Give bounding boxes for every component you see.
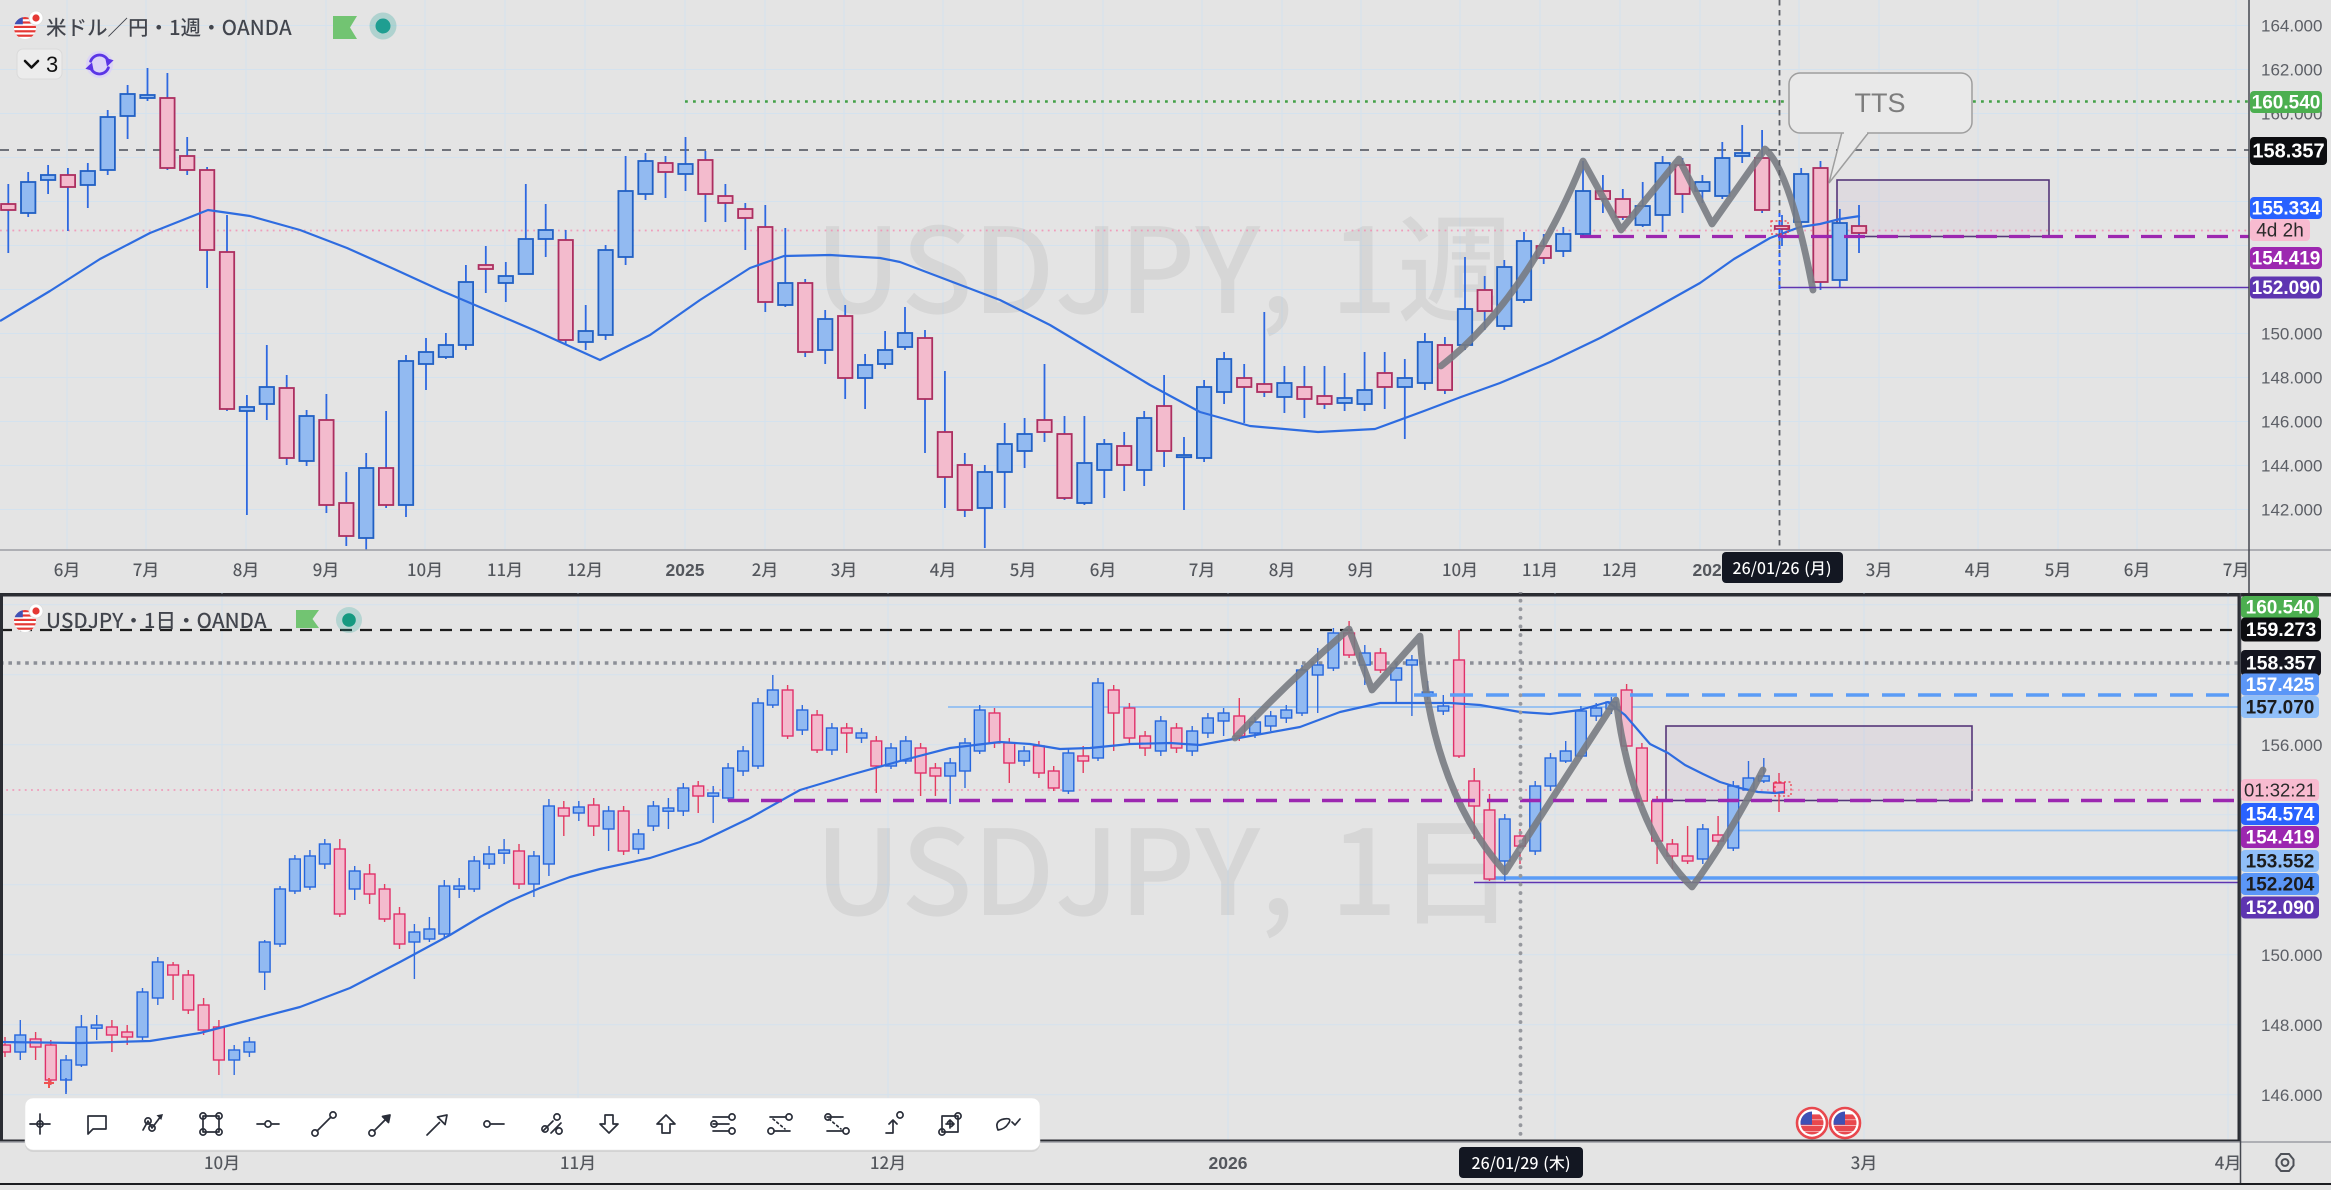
- svg-text:152.090: 152.090: [2246, 898, 2315, 919]
- svg-text:158.357: 158.357: [2246, 653, 2317, 675]
- svg-text:164.000: 164.000: [2261, 17, 2322, 36]
- svg-text:155.334: 155.334: [2252, 199, 2321, 220]
- svg-text:160.540: 160.540: [2246, 598, 2315, 619]
- svg-text:144.000: 144.000: [2261, 457, 2322, 476]
- svg-text:156.000: 156.000: [2261, 736, 2322, 755]
- svg-text:2025: 2025: [666, 560, 705, 580]
- svg-text:152.204: 152.204: [2246, 875, 2315, 896]
- svg-text:150.000: 150.000: [2261, 325, 2322, 344]
- svg-text:154.419: 154.419: [2252, 249, 2321, 270]
- svg-text:162.000: 162.000: [2261, 61, 2322, 80]
- svg-text:146.000: 146.000: [2261, 413, 2322, 432]
- svg-text:154.419: 154.419: [2246, 828, 2315, 849]
- svg-text:152.090: 152.090: [2252, 278, 2321, 299]
- svg-text:154.574: 154.574: [2246, 805, 2315, 826]
- svg-text:142.000: 142.000: [2261, 501, 2322, 520]
- svg-text:157.070: 157.070: [2246, 698, 2315, 719]
- svg-text:153.552: 153.552: [2246, 852, 2315, 873]
- svg-text:157.425: 157.425: [2246, 675, 2315, 696]
- svg-text:01:32:21: 01:32:21: [2244, 780, 2316, 801]
- svg-text:150.000: 150.000: [2261, 946, 2322, 965]
- svg-text:TTS: TTS: [1855, 88, 1906, 118]
- svg-text:4d 2h: 4d 2h: [2256, 221, 2304, 242]
- svg-text:3: 3: [46, 52, 58, 77]
- svg-text:2026: 2026: [1693, 560, 1732, 580]
- svg-text:148.000: 148.000: [2261, 369, 2322, 388]
- svg-text:146.000: 146.000: [2261, 1086, 2322, 1105]
- svg-text:159.273: 159.273: [2246, 619, 2317, 641]
- svg-text:148.000: 148.000: [2261, 1016, 2322, 1035]
- svg-text:2026: 2026: [1209, 1153, 1248, 1173]
- svg-text:158.357: 158.357: [2252, 141, 2324, 163]
- svg-text:160.540: 160.540: [2252, 93, 2321, 114]
